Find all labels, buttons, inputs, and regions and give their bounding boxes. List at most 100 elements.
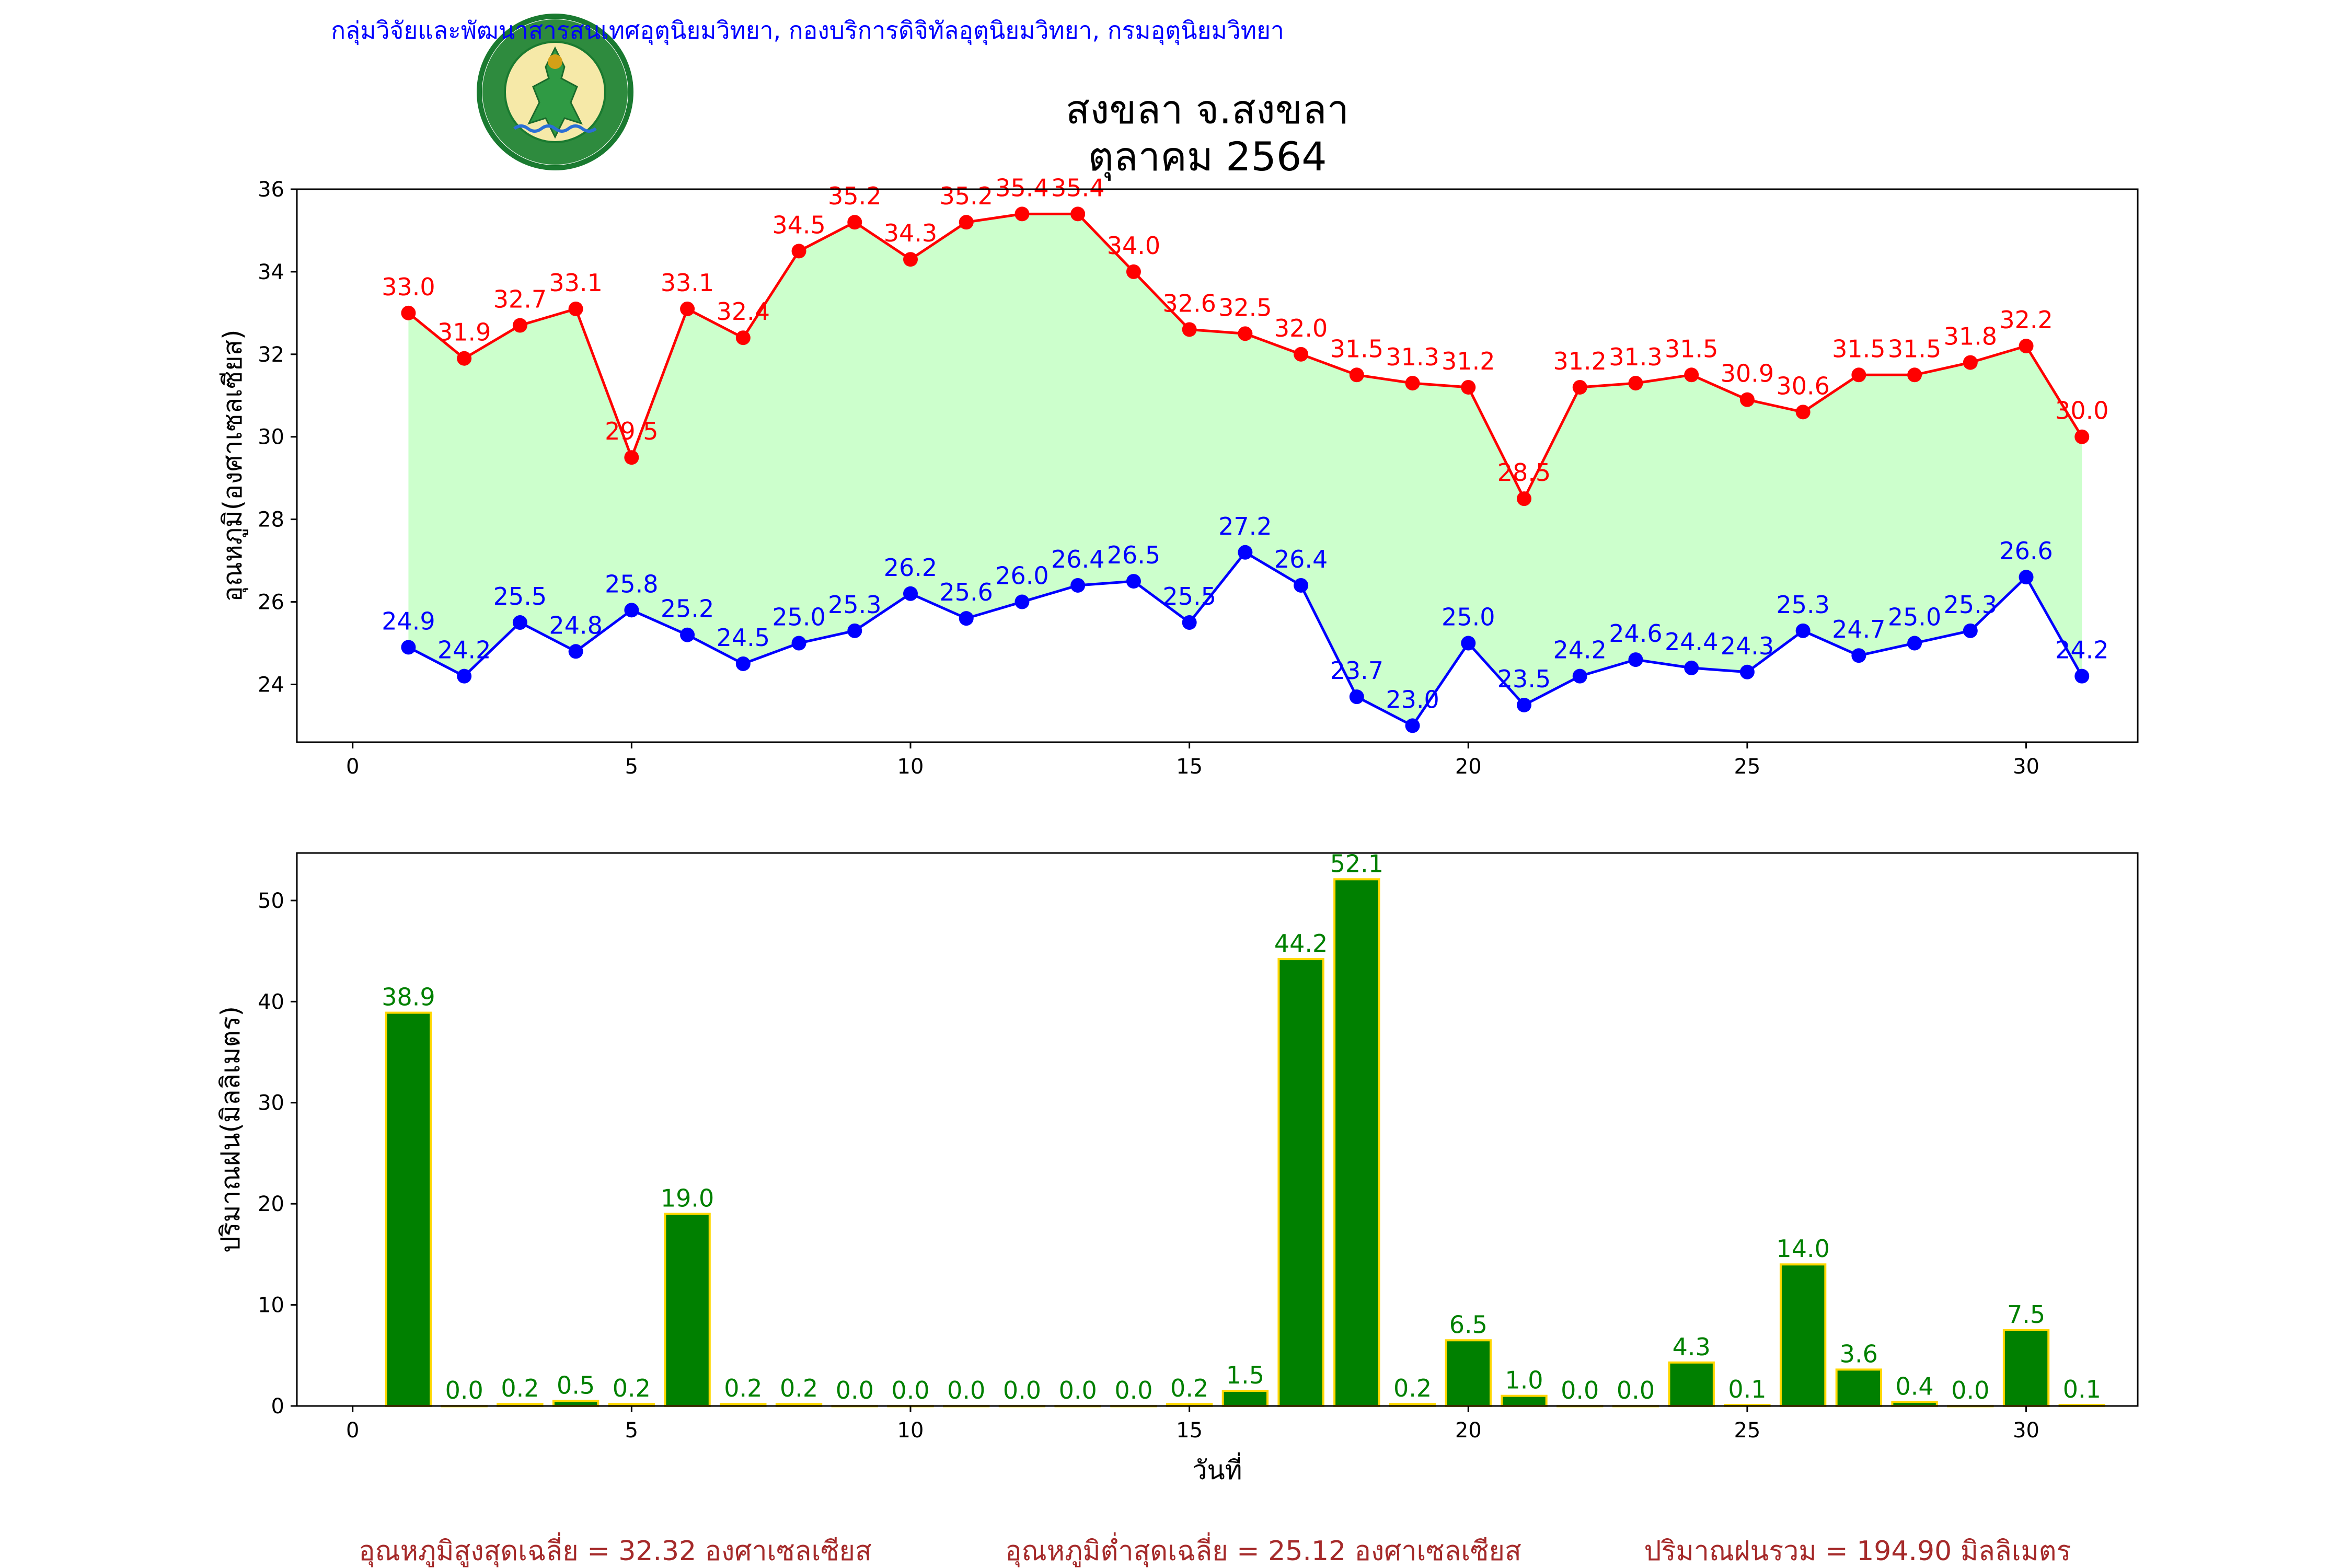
rainfall-data-label: 0.0 [1561, 1376, 1599, 1404]
temperature-chart: 33.031.932.733.129.533.132.434.535.234.3… [217, 174, 2139, 779]
rainfall-x-tick-label: 0 [346, 1419, 359, 1443]
temperature-max-data-label: 33.0 [382, 273, 435, 301]
temperature-max-point [457, 351, 472, 366]
rainfall-y-tick-label: 0 [271, 1394, 284, 1419]
rainfall-x-tick-label: 10 [897, 1419, 924, 1443]
temperature-min-point [1907, 636, 1922, 651]
temperature-max-data-label: 30.9 [1721, 360, 1774, 388]
temperature-max-point [1126, 264, 1141, 279]
temperature-points [401, 206, 2090, 733]
rainfall-bar [664, 1213, 711, 1408]
rainfall-bars [385, 878, 2105, 1408]
temperature-min-data-label: 25.3 [1776, 591, 1829, 619]
temperature-y-tick-label: 28 [258, 508, 284, 532]
rainfall-y-tick-label: 40 [258, 990, 284, 1014]
rainfall-x-tick-label: 5 [625, 1419, 638, 1443]
temperature-min-data-label: 25.6 [940, 578, 993, 606]
temperature-max-point [791, 244, 806, 259]
temperature-y-axis-label: อุณหภูมิ(องศาเซลเซียส) [217, 329, 248, 602]
temperature-max-point [568, 301, 583, 316]
temperature-min-point [1795, 623, 1811, 638]
temperature-min-point [1851, 648, 1866, 663]
temperature-max-data-label: 34.5 [772, 211, 825, 239]
temperature-min-point [735, 656, 751, 671]
temperature-min-data-label: 27.2 [1218, 512, 1272, 540]
temperature-max-data-label: 31.3 [1609, 343, 1662, 371]
temperature-max-data-label: 29.5 [605, 417, 658, 445]
rainfall-x-tick-label: 25 [1734, 1419, 1760, 1443]
rainfall-data-label: 0.2 [501, 1374, 539, 1402]
rainfall-y-tick-label: 30 [258, 1091, 284, 1115]
temperature-max-data-label: 31.5 [1665, 335, 1718, 363]
temperature-max-point [903, 252, 918, 267]
temperature-max-data-label: 34.3 [884, 219, 937, 247]
temperature-min-point [1739, 664, 1755, 679]
temperature-min-data-label: 25.5 [1162, 582, 1216, 610]
temperature-min-point [568, 644, 583, 659]
temperature-y-tick-label: 24 [258, 673, 284, 697]
temperature-min-point [401, 640, 416, 655]
temperature-min-point [1461, 636, 1476, 651]
rainfall-y-tick-label: 10 [258, 1294, 284, 1318]
temperature-max-data-label: 35.4 [995, 174, 1048, 202]
rainfall-data-label: 52.1 [1330, 849, 1383, 878]
rainfall-x-tick-label: 15 [1176, 1419, 1203, 1443]
temperature-max-data-label: 31.5 [1888, 335, 1941, 363]
rainfall-data-label: 0.0 [1114, 1376, 1152, 1404]
temperature-max-point [2074, 429, 2090, 444]
rainfall-data-label: 14.0 [1776, 1235, 1829, 1263]
temperature-range-fill [408, 214, 2082, 726]
temperature-max-point [1238, 326, 1253, 341]
temperature-max-data-label: 32.6 [1162, 289, 1216, 317]
temperature-x-tick-label: 5 [625, 755, 638, 779]
temperature-max-data-label: 31.2 [1553, 347, 1607, 375]
rainfall-data-label: 0.2 [780, 1374, 818, 1402]
temperature-x-tick-label: 15 [1176, 755, 1203, 779]
agency-text: กลุ่มวิจัยและพัฒนาสารสนเทศอุตุนิยมวิทยา,… [331, 16, 1284, 45]
temperature-max-data-label: 32.7 [493, 285, 547, 314]
temperature-min-data-label: 26.6 [1999, 537, 2053, 565]
rainfall-y-tick-label: 50 [258, 889, 284, 913]
temperature-max-data-label: 35.2 [940, 182, 993, 210]
rainfall-data-label: 0.1 [1728, 1375, 1766, 1403]
temperature-max-point [624, 450, 639, 465]
rainfall-data-label: 3.6 [1840, 1340, 1878, 1368]
logo-ring-band [482, 19, 628, 165]
temperature-fill-area [408, 214, 2082, 726]
temperature-max-data-label: 32.5 [1218, 293, 1272, 321]
rainfall-data-label: 0.4 [1896, 1372, 1934, 1400]
rainfall-bar [2002, 1329, 2050, 1408]
rainfall-bar [1668, 1361, 1715, 1408]
temperature-max-data-label: 32.4 [717, 297, 770, 326]
temperature-max-point [1795, 405, 1811, 420]
temperature-max-point [1907, 367, 1922, 383]
temperature-max-data-label: 35.4 [1051, 174, 1104, 202]
temperature-min-data-label: 23.0 [1386, 685, 1439, 713]
temperature-min-data-label: 25.0 [772, 603, 825, 631]
rainfall-data-label: 0.5 [557, 1371, 595, 1399]
temperature-max-point [2019, 339, 2034, 354]
rainfall-axes: 0 5 10 15 20 25 30 0 10 20 30 40 50 [258, 889, 2039, 1443]
temperature-max-point [1349, 367, 1364, 383]
rainfall-data-label: 0.0 [1059, 1376, 1097, 1404]
temperature-y-tick-label: 36 [258, 178, 284, 202]
temperature-min-point [457, 668, 472, 684]
temperature-max-data-label: 30.6 [1776, 372, 1829, 400]
rainfall-data-label: 1.5 [1226, 1361, 1264, 1389]
chart-title-line2: ตุลาคม 2564 [1088, 133, 1327, 181]
temperature-max-point [1739, 392, 1755, 407]
temperature-min-data-label: 23.5 [1497, 665, 1551, 693]
temperature-max-point [1294, 347, 1309, 362]
rainfall-data-label: 19.0 [661, 1184, 714, 1213]
temperature-max-point [1851, 367, 1866, 383]
rainfall-bar [1333, 878, 1380, 1407]
temperature-min-point [1517, 697, 1531, 712]
temperature-y-tick-label: 32 [258, 343, 284, 367]
rainfall-data-label: 0.0 [1003, 1376, 1041, 1404]
temperature-min-data-label: 24.5 [717, 624, 770, 652]
temperature-max-point [959, 215, 974, 230]
temperature-min-data-label: 26.4 [1051, 545, 1104, 573]
temperature-min-data-label: 25.0 [1888, 603, 1941, 631]
logo-water-waves [513, 124, 597, 133]
